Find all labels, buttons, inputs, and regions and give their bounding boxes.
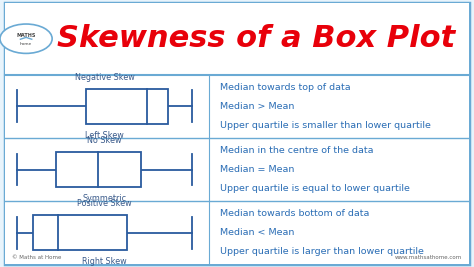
Text: Upper quartile is smaller than lower quartile: Upper quartile is smaller than lower qua…	[220, 121, 431, 130]
Text: www.mathsathome.com: www.mathsathome.com	[395, 255, 462, 260]
Text: home: home	[20, 42, 32, 45]
Bar	[56, 152, 141, 187]
Bar	[33, 215, 127, 250]
Text: Right Skew: Right Skew	[82, 257, 127, 266]
Text: Median towards bottom of data: Median towards bottom of data	[220, 209, 370, 218]
Circle shape	[0, 24, 52, 53]
Bar	[5, 75, 469, 264]
Text: Negative Skew: Negative Skew	[75, 73, 135, 82]
Text: Skewness of a Box Plot: Skewness of a Box Plot	[57, 24, 455, 53]
Text: Median = Mean: Median = Mean	[220, 165, 295, 174]
Text: Upper quartile is larger than lower quartile: Upper quartile is larger than lower quar…	[220, 247, 424, 256]
Text: Upper quartile is equal to lower quartile: Upper quartile is equal to lower quartil…	[220, 184, 410, 193]
Text: Left Skew: Left Skew	[85, 131, 124, 140]
Text: Positive Skew: Positive Skew	[77, 199, 132, 208]
Text: © Maths at Home: © Maths at Home	[12, 255, 61, 260]
Text: Median > Mean: Median > Mean	[220, 102, 295, 111]
Text: No Skew: No Skew	[87, 136, 122, 145]
Text: Median in the centre of the data: Median in the centre of the data	[220, 146, 374, 155]
Text: MATHS: MATHS	[17, 33, 36, 38]
Bar	[86, 89, 168, 124]
Text: Median towards top of data: Median towards top of data	[220, 83, 351, 92]
Text: Median < Mean: Median < Mean	[220, 228, 295, 237]
Text: Symmetric: Symmetric	[82, 194, 127, 203]
Bar	[5, 3, 469, 75]
